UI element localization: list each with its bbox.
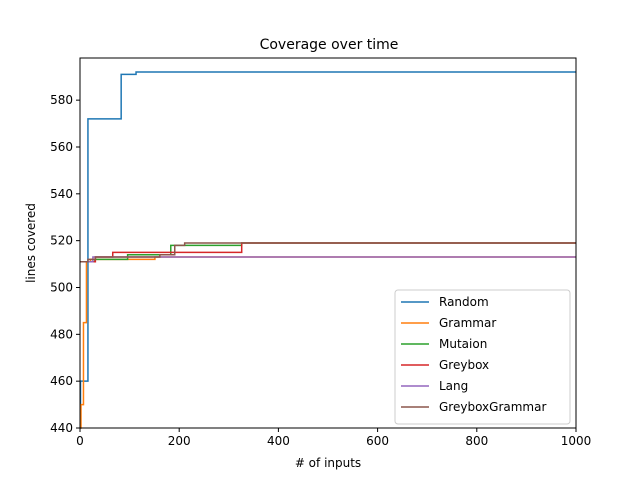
x-tick-label: 600 <box>366 434 389 448</box>
x-axis-label: # of inputs <box>295 456 361 470</box>
y-tick-label: 520 <box>50 234 73 248</box>
series-line-grammar <box>80 256 576 429</box>
legend-label: Mutaion <box>439 337 487 351</box>
x-tick-label: 400 <box>267 434 290 448</box>
legend-box <box>394 289 571 425</box>
legend-label: Random <box>439 295 489 309</box>
y-tick-label: 440 <box>50 421 73 435</box>
x-tick-label: 800 <box>465 434 488 448</box>
x-tick-label: 0 <box>76 434 84 448</box>
legend-label: Grammar <box>439 316 496 330</box>
y-tick-label: 560 <box>50 140 73 154</box>
y-tick-label: 500 <box>50 280 73 294</box>
legend-label: Lang <box>439 379 468 393</box>
x-tick-label: 200 <box>168 434 191 448</box>
legend-label: Greybox <box>439 358 489 372</box>
y-axis: 440 460 480 500 520 540 560 580 <box>50 93 80 435</box>
plot-frame <box>79 57 577 429</box>
x-axis: 0 200 400 600 800 1000 <box>76 428 591 448</box>
y-tick-label: 480 <box>50 327 73 341</box>
y-axis-label: lines covered <box>24 203 38 283</box>
y-tick-label: 460 <box>50 374 73 388</box>
legend: Random Grammar Mutaion Greybox Lang GreyboxGr… <box>394 289 571 425</box>
legend-label: GreyboxGrammar <box>439 400 546 414</box>
y-tick-label: 540 <box>50 187 73 201</box>
chart-title: Coverage over time <box>260 37 399 53</box>
x-tick-label: 1000 <box>561 434 592 448</box>
y-tick-label: 580 <box>50 93 73 107</box>
series-line-greyboxgrammar <box>80 242 576 263</box>
